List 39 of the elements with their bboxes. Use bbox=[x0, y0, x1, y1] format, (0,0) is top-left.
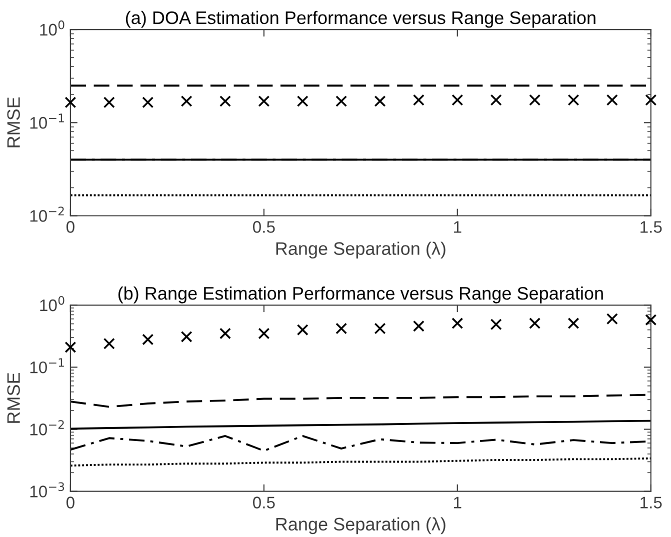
x-tick-label: 0 bbox=[66, 221, 74, 233]
x-axis-title: Range Separation (λ) bbox=[276, 242, 446, 259]
chart-title: (a) DOA Estimation Performance versus Range Separation bbox=[126, 10, 596, 28]
point bbox=[64, 341, 76, 353]
y-tick-label: 10$^{−2}$ bbox=[30, 420, 64, 436]
point bbox=[103, 338, 115, 350]
point bbox=[490, 318, 502, 330]
point bbox=[568, 318, 580, 330]
y-tick-label: 10$^{−2}$ bbox=[30, 206, 64, 222]
point bbox=[606, 313, 618, 325]
y-tick-label: 10$^{−1}$ bbox=[30, 358, 64, 374]
point bbox=[645, 314, 657, 326]
x-tick-label: 1.5 bbox=[640, 221, 662, 233]
x-tick-label: 0.5 bbox=[252, 496, 275, 508]
y-axis-title: RMSE bbox=[7, 372, 20, 423]
point bbox=[529, 318, 541, 330]
point bbox=[258, 328, 270, 340]
point bbox=[336, 322, 348, 334]
y-tick-label: 10$^{0}$ bbox=[40, 296, 64, 312]
point bbox=[180, 330, 192, 342]
y-tick-label: 10$^{−3}$ bbox=[30, 482, 64, 498]
y-tick-label: 10$^{−1}$ bbox=[30, 114, 64, 129]
line-series bbox=[70, 420, 651, 430]
point bbox=[412, 320, 424, 332]
x-tick-label: 1 bbox=[454, 221, 462, 233]
x-tick-label: 1 bbox=[454, 496, 462, 508]
point bbox=[219, 328, 231, 340]
chart-title: (b) Range Estimation Performance versus Range Separation bbox=[118, 286, 603, 304]
x-tick-label: 0 bbox=[66, 496, 74, 508]
x-tick-label: 1.5 bbox=[640, 496, 662, 508]
point bbox=[374, 322, 386, 334]
y-tick-label: 10$^{0}$ bbox=[40, 20, 64, 36]
point bbox=[296, 324, 308, 336]
y-axis-title: RMSE bbox=[7, 97, 20, 148]
x-axis-title: Range Separation (λ) bbox=[276, 517, 446, 534]
line-series bbox=[70, 457, 651, 467]
point bbox=[142, 334, 154, 346]
point bbox=[452, 318, 464, 330]
x-tick-label: 0.5 bbox=[252, 221, 275, 233]
